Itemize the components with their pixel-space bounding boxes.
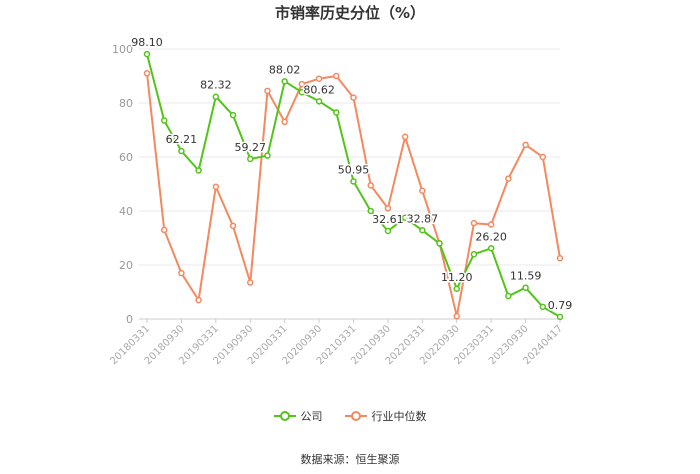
data-label: 0.79 bbox=[548, 299, 573, 312]
legend-swatch-company bbox=[273, 410, 296, 422]
data-point bbox=[247, 279, 254, 286]
data-point bbox=[212, 183, 220, 190]
data-point bbox=[453, 313, 460, 320]
y-tick-label: 100 bbox=[112, 43, 133, 56]
data-label: 98.10 bbox=[131, 36, 163, 49]
data-point bbox=[315, 98, 323, 105]
data-label: 88.02 bbox=[269, 63, 301, 76]
data-label: 32.61 bbox=[372, 213, 404, 226]
data-point bbox=[367, 207, 374, 215]
data-point bbox=[178, 269, 185, 277]
y-tick-label: 0 bbox=[126, 313, 133, 326]
series-layer bbox=[143, 50, 564, 321]
data-point bbox=[384, 227, 392, 235]
data-point bbox=[470, 250, 478, 258]
data-label: 82.32 bbox=[200, 79, 232, 92]
data-point bbox=[401, 133, 409, 140]
data-point bbox=[195, 296, 202, 304]
data-label: 26.20 bbox=[475, 230, 507, 243]
data-point bbox=[539, 153, 547, 161]
data-label: 50.95 bbox=[338, 163, 370, 176]
legend-label-company: 公司 bbox=[300, 410, 323, 423]
data-point bbox=[264, 152, 271, 159]
data-point bbox=[505, 292, 512, 300]
y-tick-label: 60 bbox=[119, 151, 133, 164]
data-point bbox=[264, 87, 271, 95]
data-point bbox=[212, 93, 220, 100]
legend-swatch-industry-median bbox=[344, 410, 367, 422]
data-point bbox=[229, 111, 237, 119]
data-point bbox=[298, 80, 306, 88]
series-line-0 bbox=[146, 53, 561, 318]
data-point bbox=[333, 109, 340, 116]
y-tick-label: 20 bbox=[119, 259, 133, 272]
legend-label-industry-median: 行业中位数 bbox=[371, 410, 427, 423]
data-point bbox=[178, 147, 185, 155]
data-point bbox=[556, 255, 564, 262]
axis-layer: 0204060801002018033120180930201903312019… bbox=[108, 43, 565, 367]
data-point bbox=[556, 313, 564, 321]
data-point bbox=[350, 94, 357, 101]
data-point bbox=[522, 284, 529, 291]
data-point bbox=[195, 167, 202, 174]
data-point bbox=[281, 118, 288, 126]
data-point bbox=[487, 245, 495, 252]
data-point bbox=[539, 303, 547, 311]
legend-item-industry-median[interactable]: 行业中位数 bbox=[344, 408, 427, 424]
data-label: 11.59 bbox=[510, 270, 542, 283]
data-point bbox=[453, 285, 460, 293]
y-tick-label: 40 bbox=[119, 205, 133, 218]
data-point bbox=[367, 182, 374, 189]
data-point bbox=[229, 222, 237, 230]
data-point bbox=[419, 227, 426, 234]
data-point bbox=[522, 141, 529, 149]
data-label: 11.20 bbox=[441, 271, 473, 284]
data-point bbox=[401, 214, 409, 221]
data-label: 80.62 bbox=[303, 83, 335, 96]
source-note: 数据来源：恒生聚源 bbox=[300, 453, 400, 466]
data-point bbox=[143, 50, 151, 58]
data-point bbox=[160, 117, 168, 124]
data-point bbox=[160, 226, 168, 234]
data-point bbox=[298, 88, 306, 96]
legend: 公司 行业中位数 bbox=[0, 408, 700, 424]
chart-title: 市销率历史分位（%） bbox=[274, 4, 426, 22]
data-point bbox=[436, 240, 443, 247]
data-point bbox=[470, 219, 478, 227]
data-label: 62.21 bbox=[166, 133, 198, 146]
data-point bbox=[487, 221, 495, 228]
data-point bbox=[143, 70, 151, 77]
grid-layer bbox=[139, 48, 560, 266]
data-label: 59.27 bbox=[235, 141, 267, 154]
data-point bbox=[315, 75, 323, 82]
data-point bbox=[333, 72, 340, 80]
series-line-1 bbox=[146, 73, 561, 318]
legend-item-company[interactable]: 公司 bbox=[273, 408, 323, 424]
data-point bbox=[281, 78, 288, 85]
data-point bbox=[350, 178, 357, 185]
data-point bbox=[419, 187, 426, 194]
data-point bbox=[505, 175, 512, 182]
data-point bbox=[247, 155, 254, 163]
data-point bbox=[384, 205, 392, 212]
y-tick-label: 80 bbox=[119, 97, 133, 110]
data-label: 32.87 bbox=[407, 212, 439, 225]
